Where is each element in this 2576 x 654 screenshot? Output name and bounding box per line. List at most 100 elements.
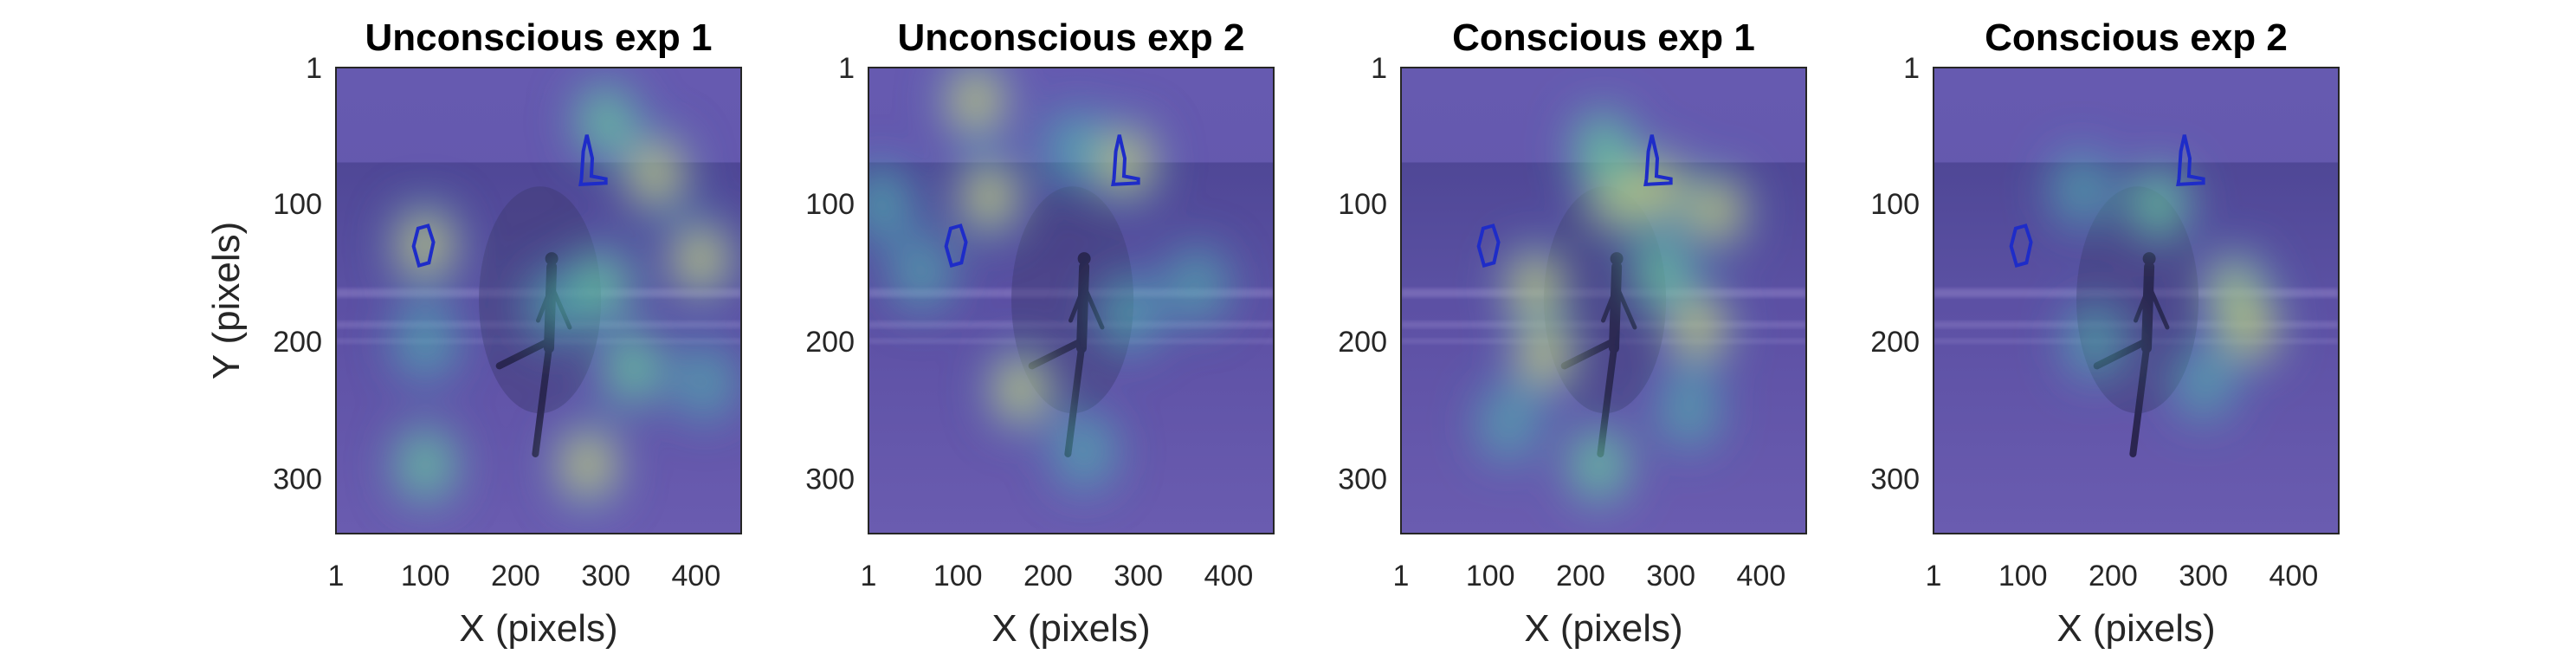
y-tick-label: 100 bbox=[1338, 188, 1387, 221]
attention-ellipse bbox=[1011, 186, 1134, 414]
hotspot-6 bbox=[988, 347, 1055, 431]
hotspot-7 bbox=[1664, 285, 1731, 369]
hotspot-7 bbox=[554, 423, 621, 507]
hotspot-4 bbox=[1570, 107, 1637, 191]
sailboat-outline bbox=[1111, 134, 1140, 187]
hotspot-8 bbox=[1164, 244, 1230, 328]
x-tick-label: 200 bbox=[1556, 560, 1605, 592]
hotspot-2 bbox=[1502, 244, 1569, 328]
hotspot-6 bbox=[2170, 340, 2237, 424]
x-axis-label: X (pixels) bbox=[2056, 607, 2215, 650]
panel-3: Conscious exp 1 1 100 200 300 400 1 100 200 300 X … bbox=[1338, 16, 1807, 650]
hotspot-11 bbox=[523, 265, 590, 349]
hotspot-4 bbox=[1042, 107, 1108, 191]
sailboat-outline bbox=[1643, 134, 1673, 187]
hotspot-8 bbox=[1629, 230, 1695, 314]
hotspot-7 bbox=[1051, 409, 1118, 493]
hotspot-11 bbox=[1475, 382, 1542, 466]
x-tick-label: 1 bbox=[861, 560, 877, 592]
y-tick-label: 200 bbox=[805, 326, 855, 359]
hotspot-3 bbox=[668, 217, 734, 301]
wave-1 bbox=[1934, 288, 2339, 298]
x-tick-label: 1 bbox=[1926, 560, 1942, 592]
sailboat-outline bbox=[2176, 134, 2205, 187]
hotspot-10 bbox=[888, 230, 955, 314]
x-tick-label: 100 bbox=[933, 560, 983, 592]
hotspot-10 bbox=[1656, 368, 1722, 452]
hotspot-2 bbox=[2215, 285, 2282, 369]
x-tick-label: 400 bbox=[1737, 560, 1786, 592]
hotspot-10 bbox=[672, 340, 739, 424]
x-tick-label: 200 bbox=[2089, 560, 2138, 592]
hotspot-2 bbox=[956, 155, 1023, 239]
x-tick-label: 1 bbox=[328, 560, 345, 592]
background-image bbox=[1934, 68, 2339, 534]
wave-3 bbox=[1401, 338, 1806, 344]
x-tick-label: 100 bbox=[1998, 560, 2048, 592]
hotspot-3 bbox=[2125, 162, 2192, 246]
x-tick-label: 300 bbox=[2179, 560, 2228, 592]
y-tick-label: 1 bbox=[1903, 52, 1920, 85]
hotspot-8 bbox=[392, 299, 459, 383]
y-tick-label: 300 bbox=[1338, 463, 1387, 496]
y-tick-label: 100 bbox=[273, 188, 322, 221]
y-tick-label: 200 bbox=[1870, 326, 1920, 359]
hotspot-9 bbox=[392, 423, 459, 507]
object-outline-left bbox=[2009, 223, 2033, 268]
axes-box bbox=[335, 67, 742, 534]
x-tick-label: 300 bbox=[1646, 560, 1695, 592]
hotspot-9 bbox=[1566, 423, 1632, 507]
panel-1: Unconscious exp 1 1 100 200 300 400 1 100 200 300… bbox=[205, 16, 742, 650]
axes-box bbox=[1933, 67, 2340, 534]
panel-4: Conscious exp 2 1 100 200 300 400 1 100 200 300 X … bbox=[1870, 16, 2340, 650]
background-image bbox=[336, 68, 741, 534]
x-tick-label: 400 bbox=[2269, 560, 2319, 592]
wave-1 bbox=[1401, 288, 1806, 298]
y-tick-label: 1 bbox=[306, 52, 322, 85]
heat-overlay bbox=[2048, 148, 2282, 424]
panel-title: Conscious exp 2 bbox=[1985, 16, 2288, 59]
x-tick-label: 1 bbox=[1393, 560, 1410, 592]
x-tick-label: 100 bbox=[1466, 560, 1515, 592]
y-tick-label: 300 bbox=[1870, 463, 1920, 496]
sailboat-outline bbox=[578, 134, 608, 187]
background-image bbox=[1401, 68, 1806, 534]
hotspot-5 bbox=[868, 162, 914, 246]
x-tick-label: 100 bbox=[401, 560, 450, 592]
x-tick-label: 200 bbox=[491, 560, 540, 592]
x-axis-label: X (pixels) bbox=[1524, 607, 1682, 650]
panel-title: Unconscious exp 2 bbox=[897, 16, 1244, 59]
wave-3 bbox=[1934, 338, 2339, 344]
hotspot-4 bbox=[2048, 148, 2114, 232]
hotspot-2 bbox=[622, 132, 688, 216]
hotspot-1 bbox=[1511, 313, 1578, 397]
hotspot-5 bbox=[568, 244, 635, 328]
heat-overlay bbox=[868, 68, 1230, 493]
hotspot-6 bbox=[1682, 169, 1749, 253]
panel-title: Conscious exp 1 bbox=[1452, 16, 1755, 59]
panel-2: Unconscious exp 2 1 100 200 300 400 1 100 200 300… bbox=[805, 16, 1275, 650]
hotspot-1 bbox=[943, 68, 1010, 143]
wave-2 bbox=[868, 321, 1274, 328]
x-axis-label: X (pixels) bbox=[991, 607, 1150, 650]
wave-3 bbox=[868, 338, 1274, 344]
heat-overlay bbox=[1475, 107, 1749, 507]
hotspot-9 bbox=[1096, 272, 1163, 356]
wave-1 bbox=[868, 288, 1274, 298]
wave-2 bbox=[1401, 321, 1806, 328]
object-outline-left bbox=[1476, 223, 1501, 268]
y-tick-label: 1 bbox=[1371, 52, 1387, 85]
x-tick-label: 200 bbox=[1023, 560, 1073, 592]
hotspot-1 bbox=[392, 203, 459, 287]
y-tick-label: 300 bbox=[805, 463, 855, 496]
object-outline-left bbox=[944, 223, 968, 268]
x-tick-label: 300 bbox=[581, 560, 630, 592]
y-tick-label: 100 bbox=[805, 188, 855, 221]
y-tick-label: 1 bbox=[838, 52, 855, 85]
person-silhouette bbox=[2093, 252, 2170, 457]
y-tick-label: 100 bbox=[1870, 188, 1920, 221]
panel-title: Unconscious exp 1 bbox=[365, 16, 712, 59]
hotspot-6 bbox=[599, 327, 666, 411]
x-tick-label: 400 bbox=[672, 560, 721, 592]
